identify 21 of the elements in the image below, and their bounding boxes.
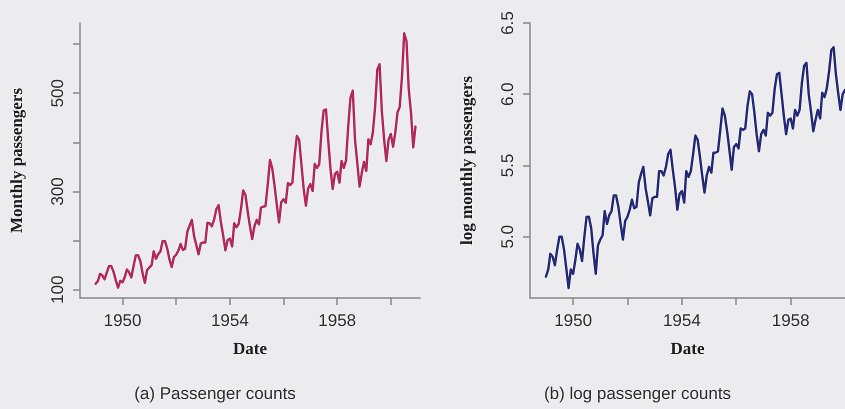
x-tick-label: 1958	[772, 311, 810, 330]
x-tick-label: 1954	[210, 311, 249, 330]
y-tick-label: 500	[48, 79, 67, 108]
text: (a) Passenger counts	[134, 384, 296, 403]
y-axis-title: log monthly passengers	[457, 76, 476, 246]
y-tick-label: 100	[48, 275, 67, 304]
x-tick-label: 1954	[662, 311, 701, 330]
y-axis-title: Monthly passengers	[7, 88, 26, 233]
y-tick-label: 6.0	[498, 82, 517, 106]
y-tick-label: 5.0	[498, 224, 517, 249]
text: (b) log passenger counts	[544, 384, 732, 403]
y-tick-label: 6.5	[498, 11, 517, 35]
x-tick-label: 1958	[318, 311, 356, 330]
line-series	[544, 46, 845, 290]
y-tick-label: 300	[48, 177, 67, 206]
x-tick-label: 1950	[554, 311, 592, 330]
x-axis-title: Date	[670, 339, 705, 358]
y-tick-label: 5.5	[498, 154, 517, 178]
x-axis-title: Date	[233, 339, 268, 358]
line-series	[94, 32, 417, 289]
x-tick-label: 1950	[104, 311, 142, 330]
